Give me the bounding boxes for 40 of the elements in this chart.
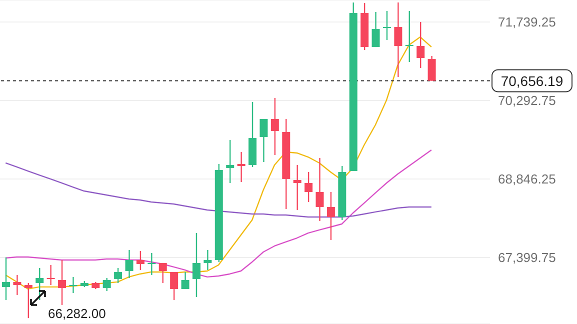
candlestick [204, 249, 212, 271]
y-tick-label: 71,739.25 [498, 14, 556, 30]
candlestick [148, 252, 156, 276]
candlestick [316, 157, 324, 222]
line-series [5, 162, 432, 218]
candlestick [270, 97, 279, 156]
candlestick [2, 256, 10, 301]
y-tick-label: 67,399.75 [498, 250, 556, 266]
candlestick [58, 259, 66, 306]
candlestick [69, 276, 78, 294]
candlestick [382, 10, 391, 41]
candlestick [416, 21, 425, 69]
candlestick [394, 2, 402, 78]
candlestick [181, 271, 190, 290]
candlestick [304, 171, 313, 203]
candlestick [36, 267, 44, 301]
candlestick [125, 249, 134, 279]
y-tick-label: 68,846.25 [498, 172, 556, 187]
line-series [5, 36, 432, 290]
candlestick [13, 274, 22, 296]
candlestick [46, 264, 55, 286]
candlestick [405, 10, 414, 63]
ref-line-label: 70,656.19 [500, 72, 564, 89]
candlestick [260, 118, 268, 163]
candlestick [114, 267, 122, 284]
annotation: 66,282.00 [48, 306, 106, 322]
y-tick-label: 70,292.75 [498, 93, 556, 108]
candlestick [102, 277, 111, 292]
candlestick [428, 55, 436, 82]
candlestick [158, 262, 167, 284]
candlestick [136, 250, 144, 271]
candlestick [326, 191, 335, 241]
candlestick [24, 282, 32, 319]
line-series [5, 149, 432, 278]
candlestick [226, 139, 234, 184]
candlestick [192, 232, 200, 298]
candlestick [372, 11, 380, 48]
candlestick [170, 271, 178, 301]
candlestick [293, 164, 302, 211]
candlestick [237, 151, 246, 183]
